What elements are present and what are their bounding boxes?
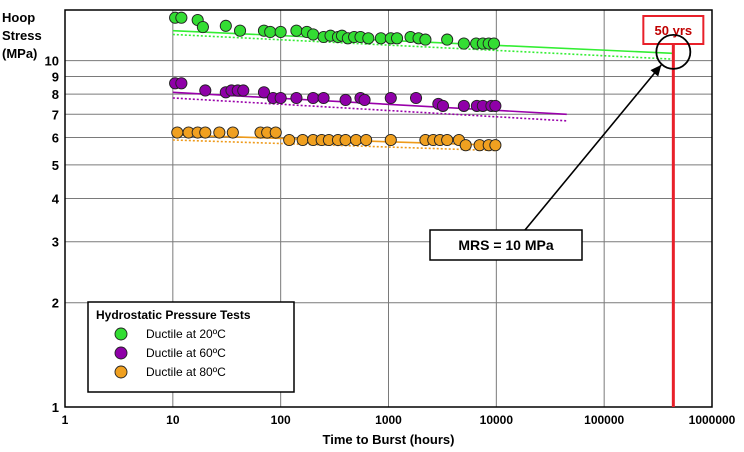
mrs-circle xyxy=(655,33,692,70)
data-point xyxy=(175,11,188,24)
data-point xyxy=(489,139,502,152)
series-lower-bound-line xyxy=(172,33,673,60)
data-point xyxy=(419,33,432,46)
data-point xyxy=(219,19,232,32)
data-point xyxy=(199,126,212,139)
data-point xyxy=(199,84,212,97)
data-point xyxy=(213,126,226,139)
axis-labels: 1 10 100 1000 10000 100000 100000012345678910T… xyxy=(2,10,736,447)
x-tick-label: 1 xyxy=(62,413,69,427)
mrs-label-box xyxy=(429,229,583,261)
data-point xyxy=(307,91,320,105)
data-points xyxy=(169,11,502,152)
x-tick-label: 100 xyxy=(271,413,291,427)
legend: Hydrostatic Pressure Tests Ductile at 20º… xyxy=(87,301,295,393)
fifty-year-label-box xyxy=(642,15,705,45)
series-lower-bound-line xyxy=(172,97,567,122)
x-tick-label: 1000000 xyxy=(689,413,736,427)
data-point xyxy=(257,86,271,99)
legend-marker xyxy=(114,346,128,360)
data-point xyxy=(307,28,320,41)
x-tick-label: 1000 xyxy=(375,413,402,427)
data-point xyxy=(441,133,454,147)
data-point xyxy=(457,37,470,50)
y-tick-label: 4 xyxy=(52,191,60,206)
plot-area-frame xyxy=(64,9,713,408)
data-point xyxy=(233,24,247,37)
legend-entry-label: Ductile at 60ºC xyxy=(146,346,226,360)
data-point xyxy=(290,91,303,105)
y-tick-label: 8 xyxy=(52,87,59,102)
legend-marker xyxy=(114,327,128,341)
data-point xyxy=(274,91,287,105)
y-tick-label: 10 xyxy=(45,54,59,69)
data-point xyxy=(339,133,352,147)
data-point xyxy=(171,126,184,139)
legend-entry-label: Ductile at 20ºC xyxy=(146,327,226,341)
data-point xyxy=(409,91,423,105)
data-point xyxy=(349,133,363,147)
data-point xyxy=(175,77,188,90)
x-axis-title: Time to Burst (hours) xyxy=(323,432,455,447)
data-point xyxy=(362,32,375,45)
data-point xyxy=(339,93,352,106)
data-point xyxy=(457,99,470,112)
legend-title: Hydrostatic Pressure Tests xyxy=(96,308,251,322)
data-point xyxy=(290,24,303,37)
legend-entry-label: Ductile at 80ºC xyxy=(146,365,226,379)
data-point xyxy=(384,133,397,147)
annotations: 50 yrs MRS = 10 MPa xyxy=(429,15,705,407)
data-point xyxy=(489,99,502,112)
x-tick-label: 10 xyxy=(166,413,180,427)
mrs-arrow-head xyxy=(650,64,662,77)
data-point xyxy=(459,139,472,152)
y-tick-label: 6 xyxy=(52,130,59,145)
series-lower-bound-line xyxy=(172,139,497,152)
data-point xyxy=(269,126,282,139)
data-point xyxy=(390,32,404,45)
data-point xyxy=(358,93,371,106)
x-tick-label: 100000 xyxy=(584,413,624,427)
y-tick-label: 5 xyxy=(52,158,59,173)
data-point xyxy=(436,99,450,112)
mrs-arrow-shaft xyxy=(524,64,662,231)
y-tick-label: 9 xyxy=(52,69,59,84)
y-axis-title: (MPa) xyxy=(2,46,37,61)
data-point xyxy=(274,25,287,38)
data-point xyxy=(384,91,397,105)
y-tick-label: 2 xyxy=(52,296,59,311)
data-point xyxy=(441,33,454,46)
data-point xyxy=(296,133,309,147)
y-tick-label: 3 xyxy=(52,235,59,250)
y-tick-label: 1 xyxy=(52,400,59,415)
data-point xyxy=(237,84,250,97)
fifty-year-label: 50 yrs xyxy=(655,23,693,38)
x-tick-label: 10000 xyxy=(480,413,514,427)
data-point xyxy=(196,20,209,34)
y-tick-label: 7 xyxy=(52,107,59,122)
legend-marker xyxy=(114,365,128,379)
data-point xyxy=(283,133,296,147)
y-axis-title: Hoop xyxy=(2,10,35,25)
fit-lines xyxy=(172,29,673,152)
data-point xyxy=(317,91,330,105)
data-point xyxy=(226,126,239,139)
data-point xyxy=(487,37,500,50)
data-point xyxy=(360,133,373,147)
data-point xyxy=(264,25,277,38)
y-axis-title: Stress xyxy=(2,28,42,43)
mrs-label: MRS = 10 MPa xyxy=(458,237,554,253)
